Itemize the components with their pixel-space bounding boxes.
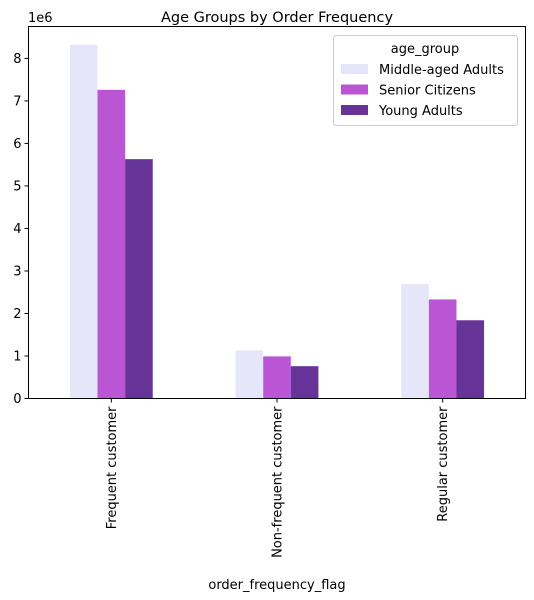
legend: age_group Middle-aged Adults Senior Citiz… xyxy=(333,35,518,126)
bar xyxy=(428,299,457,399)
legend-title: age_group xyxy=(391,42,459,57)
bar xyxy=(401,284,429,399)
x-tick-label: Non-frequent customer xyxy=(271,406,286,558)
legend-swatch xyxy=(341,84,368,95)
y-tick-label: 6 xyxy=(13,137,21,152)
y-tick-label: 1 xyxy=(13,349,21,364)
chart-title: Age Groups by Order Frequency xyxy=(161,10,393,26)
bar xyxy=(125,159,153,399)
legend-label: Middle-aged Adults xyxy=(379,63,504,78)
y-tick-label: 8 xyxy=(13,52,21,67)
y-axis: 0 1 2 3 4 5 6 7 8 xyxy=(13,52,29,407)
x-axis: Frequent customer Non-frequent customer Re… xyxy=(105,398,451,558)
x-axis-label: order_frequency_flag xyxy=(208,578,345,593)
bar xyxy=(456,320,485,399)
bar xyxy=(69,44,98,399)
legend-swatch xyxy=(341,64,368,74)
y-tick-label: 0 xyxy=(13,392,21,407)
y-tick-label: 5 xyxy=(13,179,21,194)
legend-frame xyxy=(333,35,518,126)
bar xyxy=(290,366,319,399)
y-axis-offset-label: 1e6 xyxy=(28,11,53,26)
y-tick-label: 2 xyxy=(13,307,21,322)
y-tick-label: 7 xyxy=(13,94,21,109)
bar xyxy=(263,356,291,399)
y-tick-label: 4 xyxy=(13,222,21,237)
y-tick-label: 3 xyxy=(13,264,21,279)
x-tick-label: Frequent customer xyxy=(105,406,120,529)
bar xyxy=(235,350,264,399)
legend-label: Senior Citizens xyxy=(379,84,476,99)
legend-label: Young Adults xyxy=(378,104,463,119)
bar xyxy=(97,89,126,399)
bars-group xyxy=(69,44,485,399)
x-tick-label: Regular customer xyxy=(436,406,451,522)
legend-swatch xyxy=(341,105,368,115)
plot-frame xyxy=(28,26,526,399)
